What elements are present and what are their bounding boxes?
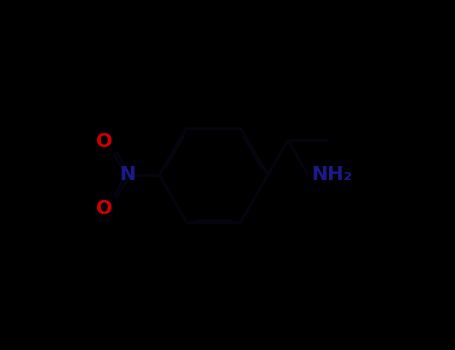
Text: O: O xyxy=(96,199,113,218)
Text: NH₂: NH₂ xyxy=(311,166,352,184)
Text: O: O xyxy=(96,132,113,150)
Text: N: N xyxy=(120,166,136,184)
